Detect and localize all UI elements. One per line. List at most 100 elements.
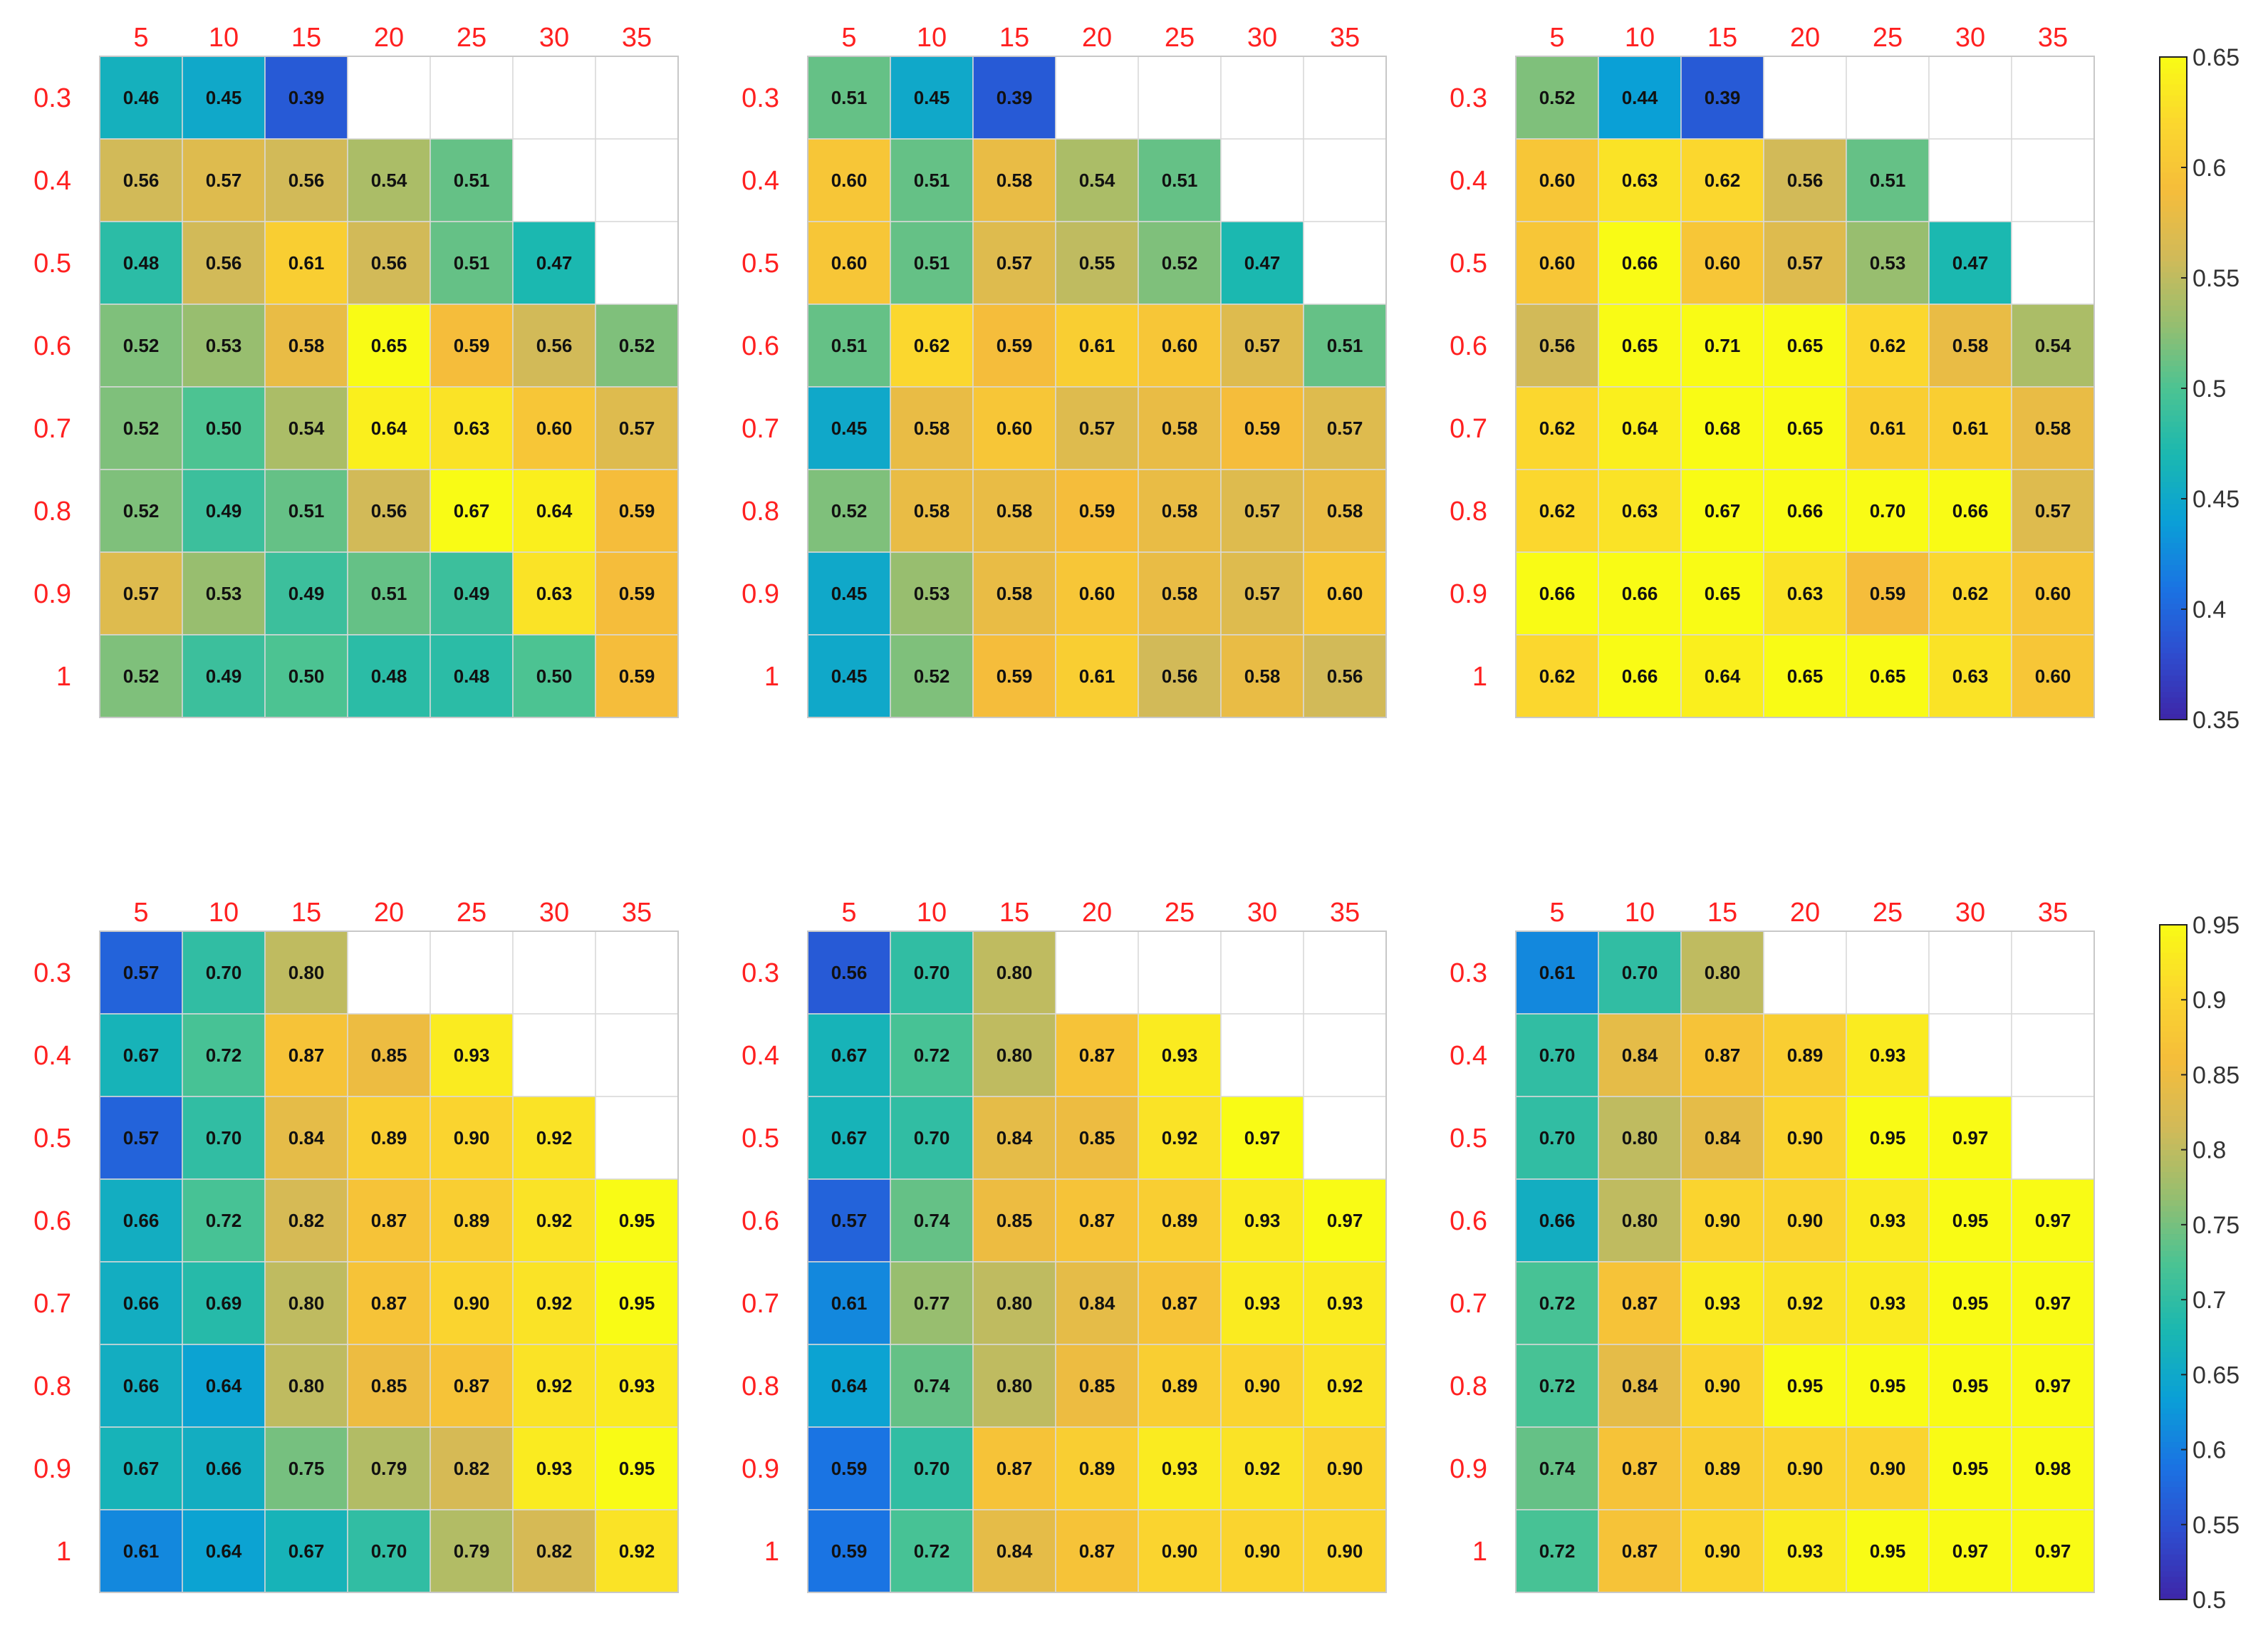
heatmap-cell xyxy=(1303,221,1387,305)
heatmap-panel-2: 0.51 0.45 0.390.60 0.51 0.58 0.54 0.510.60 0.51… xyxy=(742,23,1387,718)
heatmap-frame xyxy=(807,56,1387,718)
heatmap-cell-label: 0.64 xyxy=(831,1375,868,1396)
heatmap-cell-label: 0.58 xyxy=(2035,418,2071,439)
heatmap-cell-label: 0.95 xyxy=(1952,1458,1989,1479)
x-tick-label: 5 xyxy=(841,23,856,53)
y-tick-label: 0.5 xyxy=(1450,1124,1487,1154)
heatmap-cell xyxy=(1055,56,1139,140)
heatmap-cell-label: 0.92 xyxy=(536,1292,573,1314)
colorbar-segment xyxy=(2160,1307,2187,1314)
heatmap-cell xyxy=(347,1178,431,1263)
heatmap-cell-label: 0.51 xyxy=(1870,170,1906,191)
heatmap-cell xyxy=(99,1509,183,1593)
heatmap-cell xyxy=(264,931,348,1015)
colorbar-segment xyxy=(2160,1442,2187,1448)
colorbar-segment xyxy=(2160,234,2187,240)
heatmap-cell xyxy=(182,138,266,222)
colorbar-segment xyxy=(2160,548,2187,555)
heatmap-cell xyxy=(1220,634,1304,718)
colorbar-segment xyxy=(2160,499,2187,505)
colorbar-segment xyxy=(2160,1588,2187,1595)
heatmap-cell-label: 0.90 xyxy=(1787,1127,1824,1149)
colorbar-tick-label: 0.7 xyxy=(2192,1287,2226,1314)
heatmap-cell xyxy=(99,551,183,636)
heatmap-cell xyxy=(1138,634,1222,718)
heatmap-cell-label: 0.62 xyxy=(1539,665,1576,687)
heatmap-cell xyxy=(1303,1178,1387,1263)
colorbar-segment xyxy=(2160,970,2187,976)
colorbar-segment xyxy=(2160,1172,2187,1178)
heatmap-cell xyxy=(1763,1261,1847,1345)
heatmap-cell xyxy=(430,634,514,718)
colorbar-segment xyxy=(2160,150,2187,157)
colorbar-segment xyxy=(2160,190,2187,196)
colorbar-segment xyxy=(2160,964,2187,970)
colorbar-segment xyxy=(2160,509,2187,517)
colorbar-segment xyxy=(2160,366,2187,373)
heatmap-cell xyxy=(512,304,596,388)
colorbar-segment xyxy=(2160,1268,2187,1275)
colorbar-segment xyxy=(2160,1228,2187,1235)
colorbar-segment xyxy=(2160,1217,2187,1224)
colorbar-segment xyxy=(2160,1548,2187,1555)
colorbar-segment xyxy=(2160,1425,2187,1432)
heatmap-cell xyxy=(1846,931,1930,1015)
colorbar-segment xyxy=(2160,1144,2187,1151)
heatmap-cell xyxy=(1055,1344,1139,1428)
colorbar-segment xyxy=(2160,537,2187,544)
colorbar-segment xyxy=(2160,101,2187,108)
heatmap-cell xyxy=(1138,1178,1222,1263)
heatmap-cell xyxy=(2011,1426,2095,1510)
heatmap-cell xyxy=(430,931,514,1015)
x-tick-label: 15 xyxy=(1707,23,1737,53)
heatmap-cell xyxy=(1763,1509,1847,1593)
heatmap-cell xyxy=(1303,1344,1387,1428)
heatmap-cell xyxy=(1680,551,1764,636)
colorbar-segment xyxy=(2160,1560,2187,1567)
colorbar-segment xyxy=(2160,1054,2187,1061)
heatmap-cell xyxy=(1220,1509,1304,1593)
heatmap-cell-label: 0.60 xyxy=(2035,583,2071,604)
heatmap-cell xyxy=(347,56,431,140)
heatmap-cell-label: 0.70 xyxy=(914,1127,950,1149)
heatmap-panel-1: 0.46 0.45 0.390.56 0.57 0.56 0.54 0.510.48 0.56… xyxy=(33,23,679,718)
colorbar-segment xyxy=(2160,1419,2187,1426)
colorbar-segment xyxy=(2160,698,2187,704)
heatmap-cell-label: 0.44 xyxy=(1622,87,1658,108)
colorbar-segment xyxy=(2160,986,2187,993)
heatmap-cell xyxy=(512,221,596,305)
colorbar-segment xyxy=(2160,1087,2187,1094)
heatmap-cell-label: 0.47 xyxy=(1244,252,1281,274)
heatmap-cell-label: 0.65 xyxy=(1787,665,1824,687)
colorbar-segment xyxy=(2160,504,2187,511)
y-tick-label: 0.3 xyxy=(33,83,71,113)
heatmap-cell-label: 0.58 xyxy=(1162,418,1198,439)
heatmap-cell xyxy=(182,1509,266,1593)
heatmap-cell-label: 0.51 xyxy=(288,500,325,522)
heatmap-cell-label: 0.50 xyxy=(536,665,573,687)
heatmap-cell-label: 0.48 xyxy=(371,665,407,687)
heatmap-cell xyxy=(1928,1013,2012,1097)
heatmap-cell-label: 0.56 xyxy=(371,500,407,522)
heatmap-cell xyxy=(1515,634,1599,718)
heatmap-cell xyxy=(2011,304,2095,388)
heatmap-cell-label: 0.66 xyxy=(1952,500,1989,522)
colorbar-segment xyxy=(2160,1402,2187,1409)
colorbar-segment xyxy=(2160,482,2187,489)
heatmap-cell-label: 0.57 xyxy=(997,252,1033,274)
heatmap-cell-label: 0.56 xyxy=(536,335,573,356)
heatmap-cell xyxy=(1680,1013,1764,1097)
heatmap-cell xyxy=(99,1344,183,1428)
heatmap-cell xyxy=(890,1344,974,1428)
heatmap-cell-label: 0.57 xyxy=(2035,500,2071,522)
heatmap-cell xyxy=(1515,931,1599,1015)
colorbar-segment xyxy=(2160,443,2187,450)
colorbar-segment xyxy=(2160,1464,2187,1471)
heatmap-cell xyxy=(1763,138,1847,222)
heatmap-cell-label: 0.46 xyxy=(123,87,160,108)
heatmap-cell xyxy=(1138,1013,1222,1097)
colorbar-segment xyxy=(2160,1116,2187,1123)
colorbar-segment xyxy=(2160,1245,2187,1252)
heatmap-cell xyxy=(1598,56,1682,140)
